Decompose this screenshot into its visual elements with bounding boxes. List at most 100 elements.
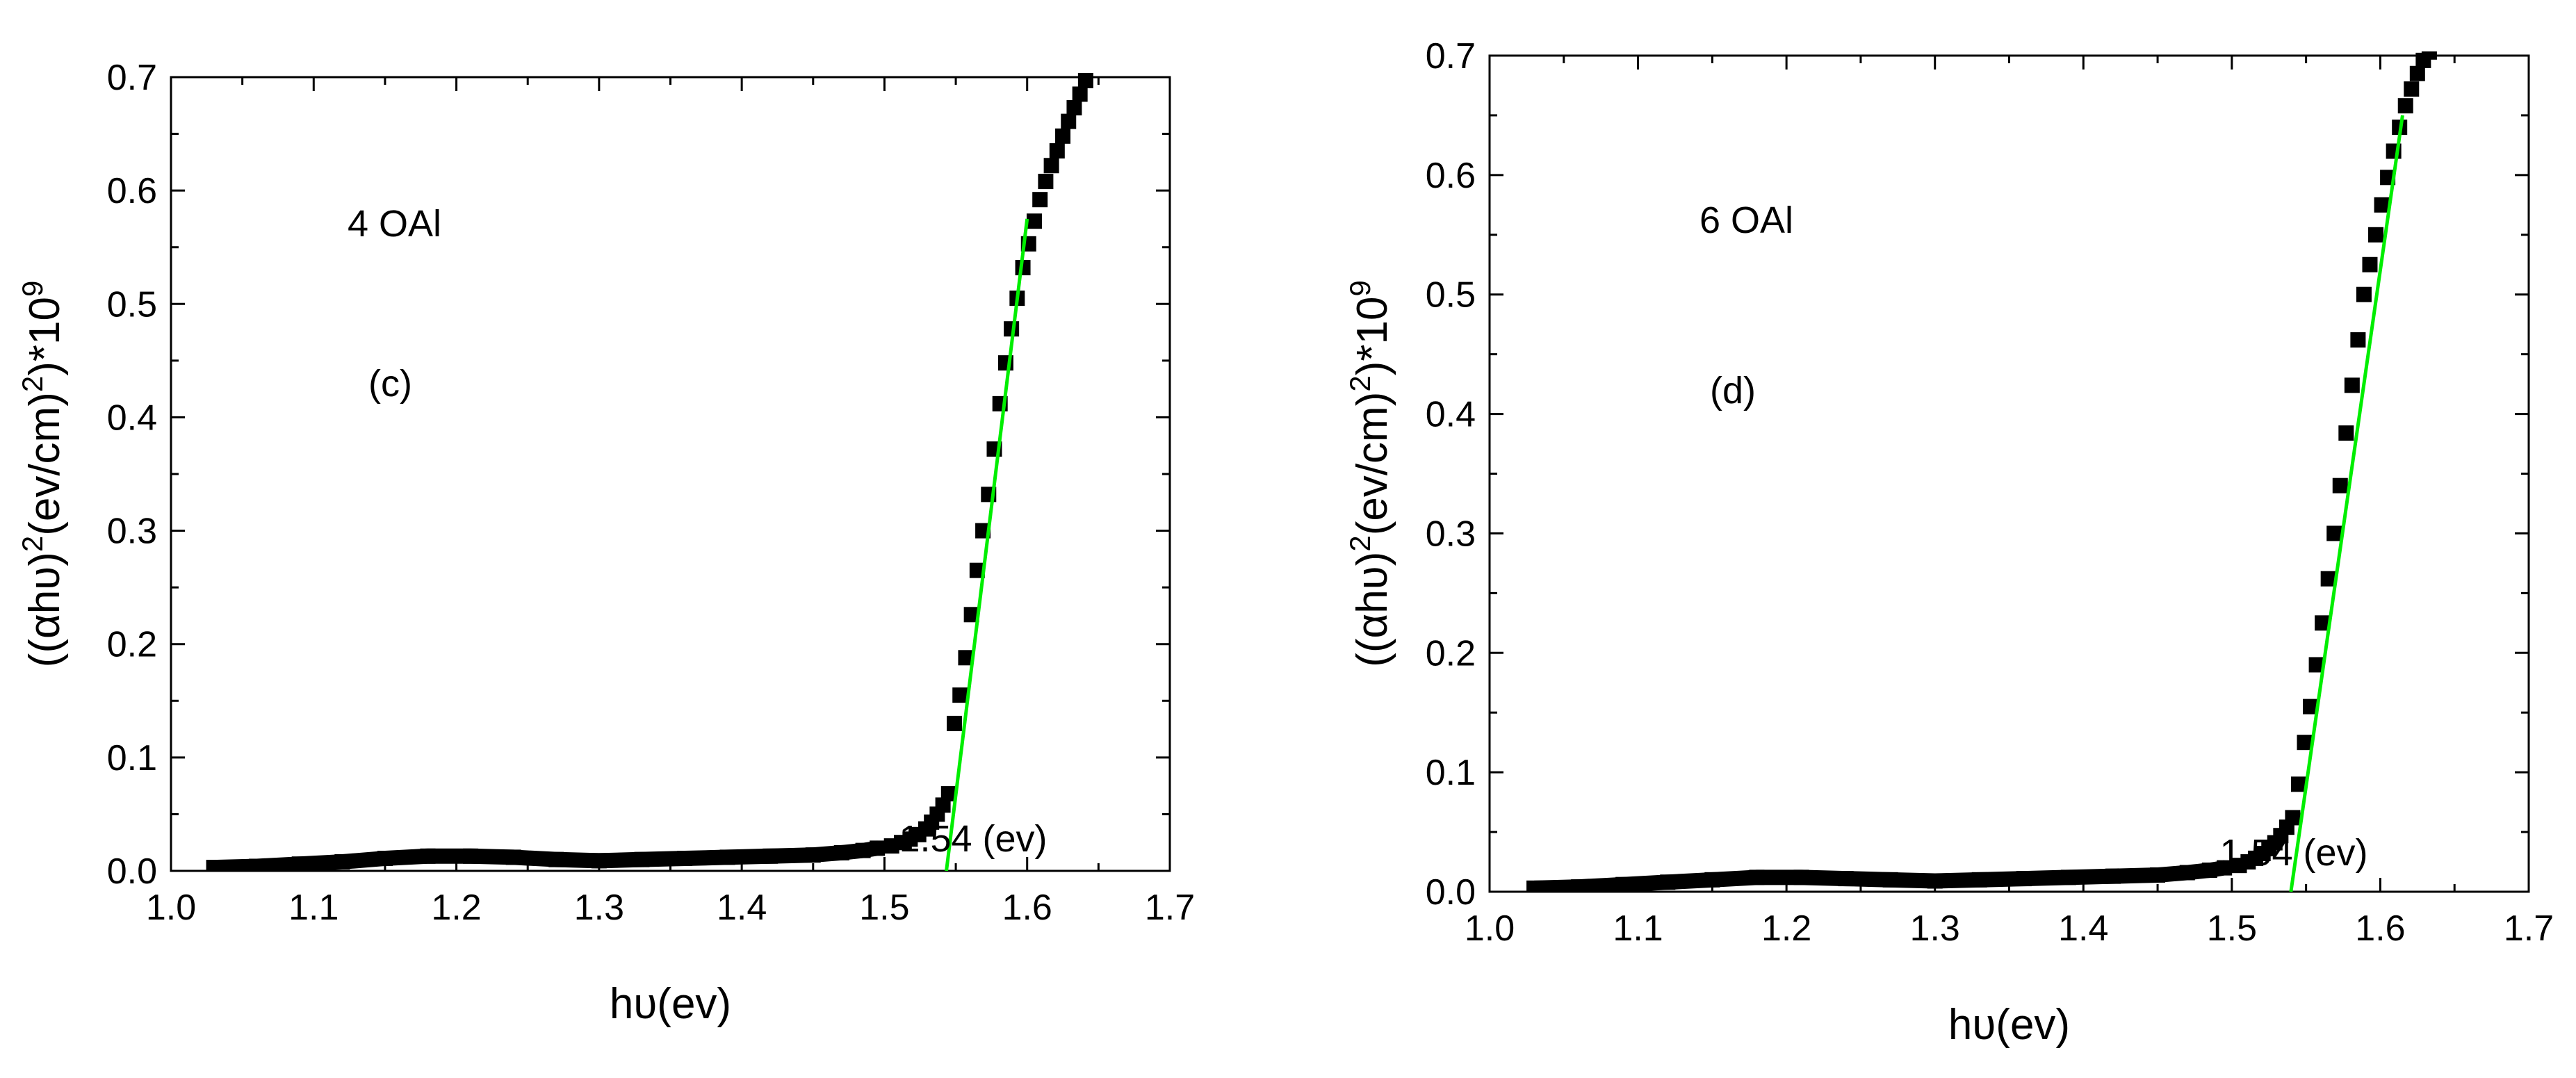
chart-panel-2: 1.0 1.1 1.2 1.3 1.4 1.5 1.6 1.7 0.0 0.1 0.2 0.3 0.4 0… <box>1344 36 2554 1049</box>
x-tick-label: 1.0 <box>1465 908 1515 949</box>
y-tick-label: 0.3 <box>1426 514 1476 554</box>
chart-panel-1: 1.0 1.1 1.2 1.3 1.4 1.5 1.6 1.7 0.0 0.1 0.2 0.3 0.4 0… <box>16 58 1195 1028</box>
y-axis-title-part: (ev/cm) <box>21 392 69 536</box>
data-point <box>940 786 956 802</box>
data-point <box>2344 377 2360 393</box>
y-axis-title-part: ((αhυ) <box>21 552 69 667</box>
y-tick-label: 0.4 <box>107 398 157 438</box>
x-tick-label: 1.7 <box>2504 908 2554 949</box>
data-point <box>1038 174 1054 190</box>
plot-area <box>1526 51 2437 892</box>
x-tick-label: 1.2 <box>1761 908 1811 949</box>
band-gap-label: 1.54 (ev) <box>2219 832 2367 874</box>
x-tick-label: 1.0 <box>146 888 196 928</box>
data-point <box>2356 286 2372 302</box>
plot-frame <box>1488 54 2530 893</box>
data-point <box>958 650 974 666</box>
data-point <box>2338 425 2354 441</box>
plot-area <box>206 73 1093 871</box>
data-point <box>2285 810 2301 826</box>
fit-line <box>945 218 1029 871</box>
y-axis-title-superscript: 9 <box>16 281 49 297</box>
data-point <box>2368 227 2384 243</box>
x-axis-title: hυ(ev) <box>1948 1001 2070 1049</box>
data-point <box>2303 699 2319 714</box>
data-point <box>1043 158 1059 174</box>
x-tick-label: 1.7 <box>1145 888 1195 928</box>
data-point <box>1061 113 1077 129</box>
data-point <box>2409 65 2425 81</box>
data-point <box>2320 571 2336 587</box>
x-tick-label: 1.6 <box>1002 888 1052 928</box>
data-baseline-band <box>1534 860 2225 892</box>
data-point <box>1049 143 1065 159</box>
data-point <box>1026 213 1042 229</box>
y-tick-label: 0.2 <box>1426 633 1476 673</box>
y-axis-title-superscript: 9 <box>1344 280 1376 296</box>
y-tick-label: 0.7 <box>107 58 157 98</box>
data-point <box>1066 100 1082 116</box>
x-tick-label: 1.3 <box>574 888 624 928</box>
y-tick-label: 0.3 <box>107 512 157 552</box>
x-tick-label: 1.6 <box>2355 908 2405 949</box>
y-axis-title-part: ((αhυ) <box>1348 552 1396 667</box>
x-tick-label: 1.5 <box>2207 908 2257 949</box>
sample-label: 6 OAl <box>1699 199 1793 241</box>
fit-line <box>2289 115 2404 892</box>
data-point <box>2326 525 2342 541</box>
data-point <box>2397 98 2413 114</box>
x-tick-label: 1.5 <box>859 888 909 928</box>
y-axis-title-superscript: 2 <box>16 376 49 392</box>
y-tick-label: 0.7 <box>1426 36 1476 76</box>
y-axis-title-superscript: 2 <box>1344 535 1376 551</box>
data-point <box>1072 86 1088 102</box>
data-point <box>952 687 968 703</box>
y-tick-label: 0.6 <box>1426 156 1476 196</box>
data-point <box>2315 615 2331 631</box>
y-axis-title-part: (ev/cm) <box>1348 392 1396 536</box>
data-point <box>2290 776 2306 792</box>
data-point <box>2374 197 2390 213</box>
y-axis-title-part: )*10 <box>1348 297 1396 376</box>
panel-label: (c) <box>368 363 412 405</box>
y-tick-label: 0.1 <box>1426 753 1476 793</box>
data-point <box>2297 735 2313 751</box>
y-tick-label: 0.2 <box>107 625 157 665</box>
data-point <box>947 715 963 731</box>
data-point <box>2308 657 2324 673</box>
data-point <box>2350 332 2366 348</box>
y-tick-label: 0.0 <box>107 851 157 892</box>
y-axis-title-superscript: 2 <box>1344 375 1376 391</box>
data-point <box>2404 81 2420 97</box>
y-tick-label: 0.1 <box>107 738 157 778</box>
y-tick-label: 0.6 <box>107 171 157 211</box>
y-axis-title: ((αhυ)2(ev/cm)2)*109 <box>16 281 69 668</box>
y-tick-label: 0.5 <box>1426 275 1476 316</box>
plot-frame <box>170 76 1171 872</box>
y-axis-title-superscript: 2 <box>16 536 49 552</box>
data-point <box>969 562 985 578</box>
data-point <box>1077 73 1093 88</box>
x-tick-label: 1.4 <box>717 888 767 928</box>
sample-label: 4 OAl <box>348 203 441 245</box>
x-tick-label: 1.1 <box>1613 908 1663 949</box>
panel-label: (d) <box>1710 370 1756 411</box>
x-tick-label: 1.3 <box>1910 908 1960 949</box>
x-tick-label: 1.4 <box>2058 908 2108 949</box>
data-point <box>1032 192 1048 208</box>
band-gap-label: 1.54 (ev) <box>899 818 1047 860</box>
data-point <box>2332 477 2348 493</box>
x-tick-label: 1.1 <box>288 888 339 928</box>
data-point <box>2421 51 2437 60</box>
y-tick-label: 0.4 <box>1426 395 1476 435</box>
y-axis-title-part: )*10 <box>21 297 69 376</box>
x-tick-label: 1.2 <box>431 888 481 928</box>
y-tick-label: 0.5 <box>107 284 157 325</box>
data-point <box>963 607 979 623</box>
data-baseline-band <box>213 840 878 871</box>
y-axis-title: ((αhυ)2(ev/cm)2)*109 <box>1344 280 1396 667</box>
data-point <box>1055 128 1071 144</box>
data-point <box>2362 256 2378 272</box>
x-axis-title: hυ(ev) <box>610 980 731 1028</box>
